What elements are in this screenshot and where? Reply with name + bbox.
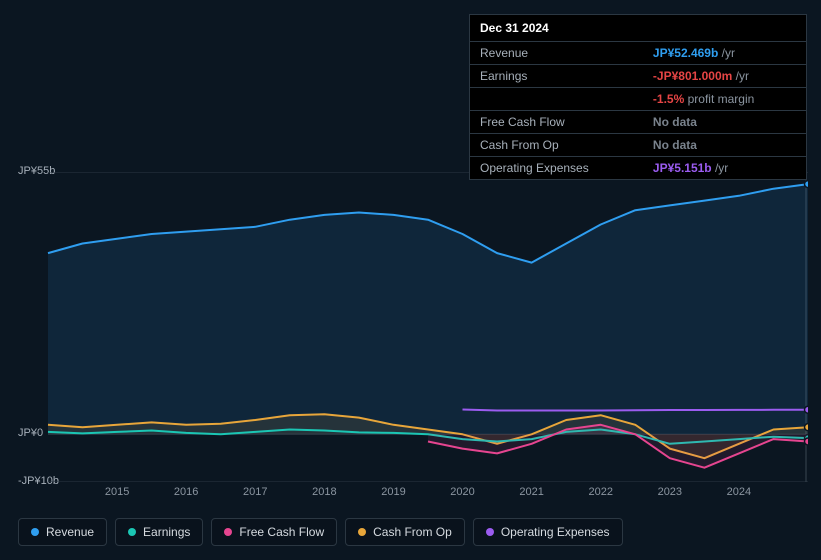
- hover-tooltip: Dec 31 2024 RevenueJP¥52.469b /yrEarning…: [469, 14, 807, 180]
- x-tick-label: 2022: [588, 486, 612, 498]
- tooltip-row-value: JP¥52.469b /yr: [643, 42, 806, 65]
- legend-dot-icon: [358, 528, 366, 536]
- tooltip-row-label: Operating Expenses: [470, 157, 643, 180]
- series-area: [48, 184, 808, 434]
- legend-dot-icon: [128, 528, 136, 536]
- series-end-marker: [805, 424, 809, 431]
- legend-item[interactable]: Cash From Op: [345, 518, 465, 546]
- tooltip-row-label: Free Cash Flow: [470, 111, 643, 134]
- tooltip-row: Operating ExpensesJP¥5.151b /yr: [470, 157, 806, 180]
- tooltip-row-value: -JP¥801.000m /yr: [643, 65, 806, 88]
- x-tick-label: 2024: [727, 486, 751, 498]
- series-end-marker: [805, 438, 809, 445]
- tooltip-row-value: -1.5% profit margin: [643, 88, 806, 111]
- series-line: [463, 410, 809, 411]
- tooltip-row-value: No data: [643, 111, 806, 134]
- legend-dot-icon: [31, 528, 39, 536]
- x-tick-label: 2018: [312, 486, 336, 498]
- legend-dot-icon: [224, 528, 232, 536]
- plot-svg: [18, 172, 808, 482]
- tooltip-row-label: Cash From Op: [470, 134, 643, 157]
- legend-label: Free Cash Flow: [239, 525, 324, 539]
- tooltip-row: Earnings-JP¥801.000m /yr: [470, 65, 806, 88]
- legend-label: Earnings: [143, 525, 190, 539]
- series-end-marker: [805, 406, 809, 413]
- tooltip-row-value: No data: [643, 134, 806, 157]
- x-tick-label: 2020: [450, 486, 474, 498]
- tooltip-row-label: [470, 88, 643, 111]
- tooltip-table: RevenueJP¥52.469b /yrEarnings-JP¥801.000…: [470, 42, 806, 179]
- legend-item[interactable]: Earnings: [115, 518, 203, 546]
- tooltip-date: Dec 31 2024: [470, 15, 806, 42]
- x-tick-label: 2019: [381, 486, 405, 498]
- tooltip-row-label: Revenue: [470, 42, 643, 65]
- x-tick-label: 2016: [174, 486, 198, 498]
- tooltip-row: -1.5% profit margin: [470, 88, 806, 111]
- series-end-marker: [805, 181, 809, 188]
- legend-label: Operating Expenses: [501, 525, 610, 539]
- x-tick-label: 2021: [519, 486, 543, 498]
- tooltip-row: Cash From OpNo data: [470, 134, 806, 157]
- legend-dot-icon: [486, 528, 494, 536]
- tooltip-row-label: Earnings: [470, 65, 643, 88]
- legend-item[interactable]: Revenue: [18, 518, 107, 546]
- legend-item[interactable]: Operating Expenses: [473, 518, 623, 546]
- legend: Revenue Earnings Free Cash Flow Cash From O…: [18, 518, 623, 546]
- tooltip-row: RevenueJP¥52.469b /yr: [470, 42, 806, 65]
- chart-area: JP¥55bJP¥0-JP¥10b 2015201620172018201920…: [0, 158, 821, 498]
- x-tick-label: 2015: [105, 486, 129, 498]
- legend-label: Revenue: [46, 525, 94, 539]
- legend-item[interactable]: Free Cash Flow: [211, 518, 337, 546]
- x-tick-label: 2017: [243, 486, 267, 498]
- legend-label: Cash From Op: [373, 525, 452, 539]
- tooltip-row: Free Cash FlowNo data: [470, 111, 806, 134]
- x-tick-label: 2023: [658, 486, 682, 498]
- tooltip-row-value: JP¥5.151b /yr: [643, 157, 806, 180]
